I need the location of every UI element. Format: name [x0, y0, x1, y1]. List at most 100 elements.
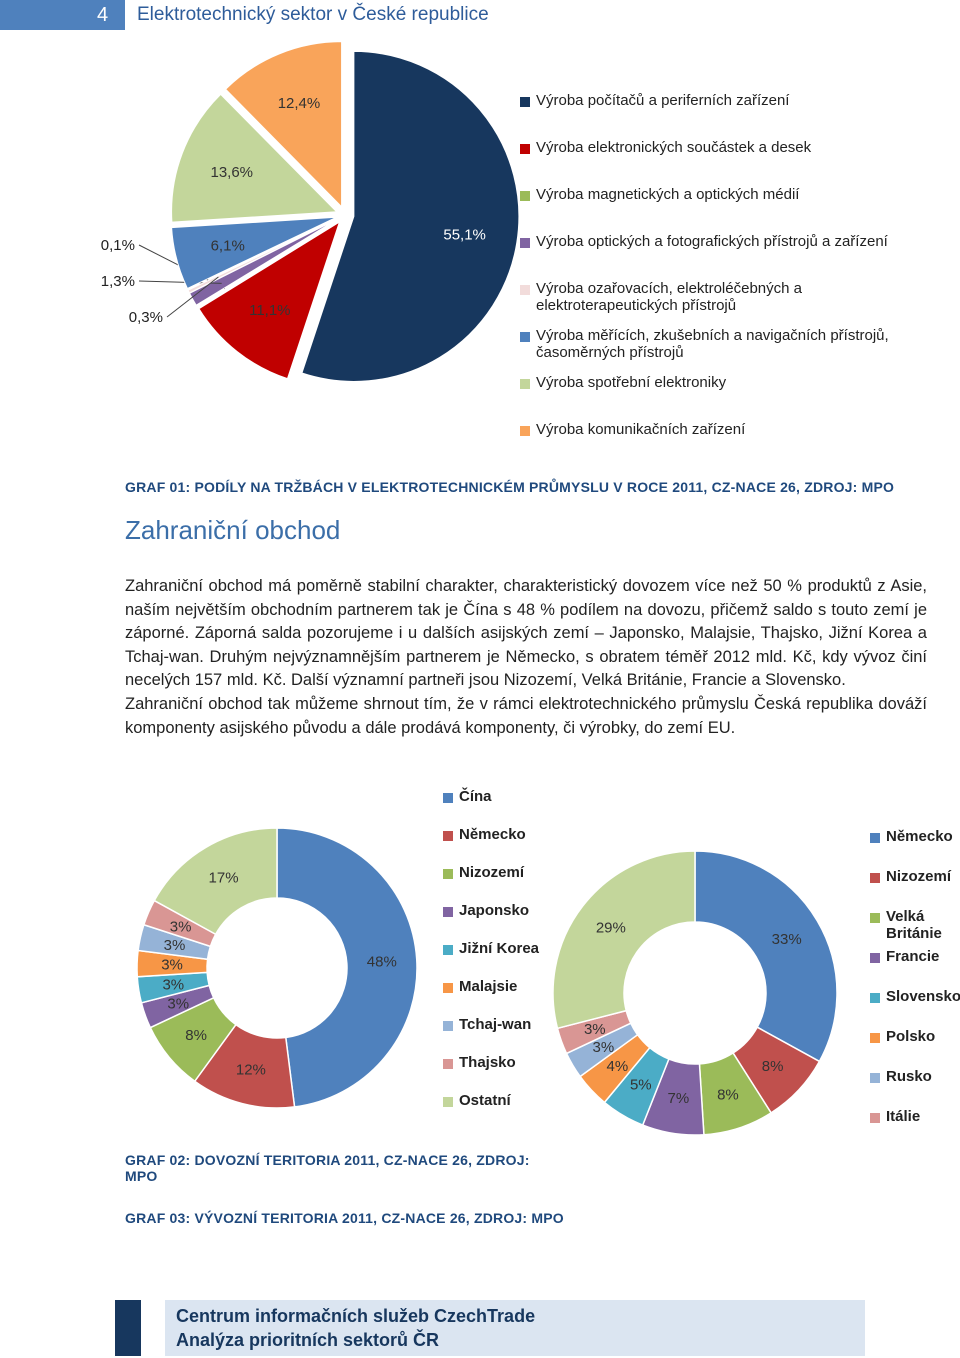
- data-label: 8%: [185, 1027, 207, 1044]
- footer-text: Centrum informačních služeb CzechTrade A…: [176, 1304, 535, 1352]
- footer-line: Analýza prioritních sektorů ČR: [176, 1330, 440, 1350]
- legend-item: Japonsko: [443, 902, 563, 940]
- legend-swatch: [443, 945, 453, 955]
- data-label: 29%: [596, 920, 626, 937]
- legend-swatch: [520, 426, 530, 436]
- data-label: 7%: [667, 1090, 689, 1107]
- data-label: 0,1%: [101, 237, 135, 254]
- data-label: 17%: [209, 870, 239, 887]
- donut-slice: [694, 850, 838, 1063]
- pie-slice: [198, 220, 341, 380]
- legend-swatch: [870, 1113, 880, 1123]
- legend-item: Výroba spotřební elektroniky: [520, 374, 920, 421]
- data-label: 0,3%: [129, 309, 163, 326]
- data-label: 12%: [236, 1062, 266, 1079]
- legend-label: Japonsko: [459, 902, 530, 919]
- legend: Výroba počítačů a periferních zařízení Vý…: [520, 92, 920, 468]
- legend-item: Nizozemí: [443, 864, 563, 902]
- legend-label: Thajsko: [459, 1054, 516, 1071]
- legend-item: Čína: [443, 788, 563, 826]
- legend-item: Francie: [870, 948, 960, 988]
- data-label: 3%: [162, 976, 184, 993]
- legend-swatch: [870, 1033, 880, 1043]
- chart-caption: GRAF 01: PODÍLY NA TRŽBÁCH V ELEKTROTECH…: [125, 479, 895, 495]
- legend-swatch: [520, 285, 530, 295]
- data-label: 1,3%: [101, 273, 135, 290]
- legend-label: Výroba elektronických součástek a desek: [536, 139, 812, 156]
- legend-swatch: [520, 379, 530, 389]
- legend-item: Výroba magnetických a optických médií: [520, 186, 920, 233]
- donut-chart: 33% 8% 8% 7% 5%4% 3%3% 29%: [552, 850, 838, 1136]
- legend-swatch: [870, 913, 880, 923]
- legend-label: Tchaj-wan: [459, 1016, 532, 1033]
- legend-item: Jižní Korea: [443, 940, 563, 978]
- data-label: 48%: [367, 953, 397, 970]
- data-label: 8%: [717, 1086, 739, 1103]
- data-label: 33%: [772, 931, 802, 948]
- legend-label: Francie: [886, 948, 940, 965]
- paragraph: Zahraniční obchod má poměrně stabilní ch…: [125, 577, 927, 690]
- legend-item: Ostatní: [443, 1092, 563, 1130]
- legend-item: Německo: [870, 828, 960, 868]
- data-label: 11,1%: [249, 302, 290, 319]
- legend-label: Malajsie: [459, 978, 518, 995]
- legend-label: Německo: [886, 828, 953, 845]
- footer-box: [165, 1300, 865, 1356]
- legend-item: Výroba elektronických součástek a desek: [520, 139, 920, 186]
- pie-slice: [171, 216, 337, 290]
- legend-item: Thajsko: [443, 1054, 563, 1092]
- legend: Německo Nizozemí Velká Británie Francie Slov…: [870, 828, 960, 1148]
- data-label: 13,6%: [210, 164, 253, 181]
- page-title: Elektrotechnický sektor v České republic…: [137, 4, 489, 25]
- data-label: 3%: [161, 957, 183, 974]
- legend-item: Výroba počítačů a periferních zařízení: [520, 92, 920, 139]
- legend-label: Výroba magnetických a optických médií: [536, 186, 800, 203]
- legend-label: Polsko: [886, 1028, 936, 1045]
- legend-swatch: [443, 1059, 453, 1069]
- legend-swatch: [520, 238, 530, 248]
- donut-slice: [153, 827, 278, 936]
- pie-slice: [187, 218, 338, 294]
- legend-label: Velká Británie: [886, 908, 942, 942]
- legend-swatch: [443, 907, 453, 917]
- pie-slice: [224, 41, 343, 208]
- legend-item: Malajsie: [443, 978, 563, 1016]
- section-text: Zahraniční obchod má poměrně stabilní ch…: [125, 575, 927, 740]
- legend-label: Německo: [459, 826, 526, 843]
- data-label: 3%: [164, 937, 186, 954]
- legend-label: Rusko: [886, 1068, 932, 1085]
- legend-item: Výroba optických a fotografických přístr…: [520, 233, 920, 280]
- leader-line: [166, 276, 219, 318]
- legend-swatch: [520, 144, 530, 154]
- legend-label: Nizozemí: [459, 864, 525, 881]
- legend-label: Výroba ozařovacích, elektroléčebných a e…: [536, 280, 802, 314]
- legend-swatch: [870, 993, 880, 1003]
- legend-item: Výroba měřících, zkušebních a navigačníc…: [520, 327, 920, 374]
- legend-label: Výroba optických a fotografických přístr…: [536, 233, 888, 250]
- data-label: 3%: [584, 1021, 606, 1038]
- donut-slice: [276, 827, 418, 1108]
- legend-swatch: [443, 1097, 453, 1107]
- legend-label: Jižní Korea: [459, 940, 540, 957]
- legend-item: Tchaj-wan: [443, 1016, 563, 1054]
- legend-label: Výroba komunikačních zařízení: [536, 421, 746, 438]
- donut-chart: 48% 12% 8% 3% 3% 3% 3% 3% 17%: [136, 827, 418, 1109]
- chart-caption: GRAF 03: VÝVOZNÍ TERITORIA 2011, CZ-NACE…: [125, 1210, 564, 1226]
- legend-label: Výroba měřících, zkušebních a navigačníc…: [536, 327, 889, 361]
- legend-label: Výroba spotřební elektroniky: [536, 374, 727, 391]
- legend-swatch: [443, 793, 453, 803]
- data-label: 4%: [607, 1058, 629, 1075]
- legend-swatch: [870, 873, 880, 883]
- paragraph: Zahraniční obchod tak můžeme shrnout tím…: [125, 694, 927, 737]
- legend-item: Slovensko: [870, 988, 960, 1028]
- data-label: 55,1%: [443, 226, 486, 243]
- legend-item: Polsko: [870, 1028, 960, 1068]
- legend-item: Výroba komunikačních zařízení: [520, 421, 920, 468]
- legend-label: Výroba počítačů a periferních zařízení: [536, 92, 790, 109]
- legend-swatch: [443, 831, 453, 841]
- data-label: 5%: [630, 1077, 652, 1094]
- legend-swatch: [443, 869, 453, 879]
- data-label: 6,1%: [211, 238, 245, 255]
- chart-caption: GRAF 02: DOVOZNÍ TERITORIA 2011, CZ-NACE…: [125, 1152, 530, 1184]
